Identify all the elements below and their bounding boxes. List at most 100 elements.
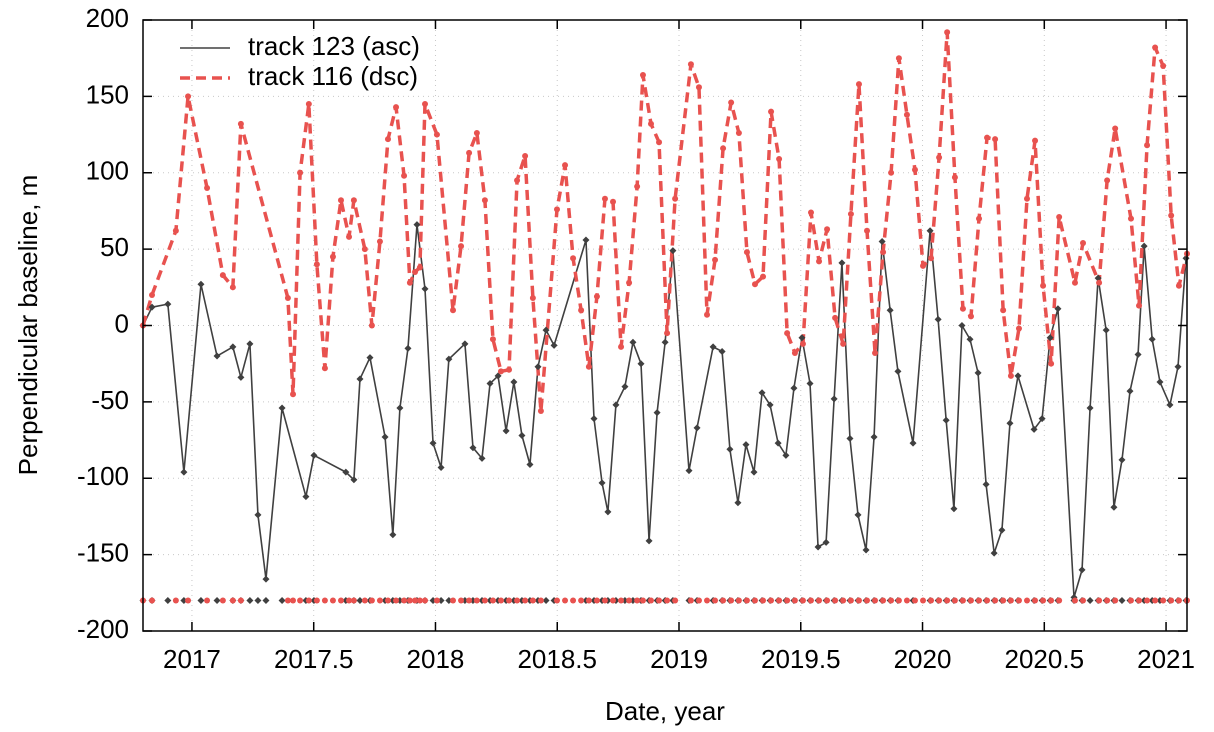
point: [368, 322, 375, 329]
point: [1140, 242, 1148, 250]
point: [984, 134, 991, 141]
point: [305, 597, 312, 604]
point: [329, 253, 336, 260]
y-tick-label: -200: [77, 614, 129, 644]
point: [758, 389, 766, 397]
point: [401, 172, 408, 179]
point: [590, 415, 598, 423]
point: [888, 169, 895, 176]
point: [413, 221, 421, 229]
point: [497, 368, 504, 375]
point: [886, 306, 894, 314]
point: [290, 391, 297, 398]
point: [661, 338, 669, 346]
point: [742, 441, 750, 449]
point: [1096, 597, 1103, 604]
point: [656, 139, 663, 146]
point: [254, 511, 262, 519]
point: [197, 596, 205, 604]
point: [469, 444, 477, 452]
point: [149, 597, 156, 604]
point: [832, 314, 839, 321]
point: [1110, 503, 1118, 511]
point: [1152, 44, 1159, 51]
point: [522, 597, 529, 604]
point: [838, 259, 846, 267]
point: [229, 343, 237, 351]
point: [1104, 177, 1111, 184]
point: [149, 291, 156, 298]
point: [1024, 195, 1031, 202]
point: [944, 29, 951, 36]
point: [350, 197, 357, 204]
point: [412, 597, 419, 604]
point: [553, 206, 560, 213]
point: [959, 597, 966, 604]
point: [1096, 279, 1103, 286]
point: [473, 597, 480, 604]
point: [967, 597, 974, 604]
point: [791, 349, 798, 356]
point: [1134, 351, 1142, 359]
point: [197, 280, 205, 288]
point: [704, 597, 711, 604]
point: [626, 597, 633, 604]
point: [593, 597, 600, 604]
point: [903, 111, 910, 118]
point: [854, 511, 862, 519]
y-tick-label: -50: [91, 385, 129, 415]
point: [384, 136, 391, 143]
point: [601, 195, 608, 202]
point: [562, 597, 569, 604]
point: [361, 246, 368, 253]
point: [321, 365, 328, 372]
point: [776, 597, 783, 604]
point: [1160, 62, 1167, 69]
point: [1112, 125, 1119, 132]
point: [735, 130, 742, 137]
point: [998, 526, 1006, 534]
point: [672, 597, 679, 604]
point: [1007, 597, 1014, 604]
point: [542, 596, 550, 604]
point: [1174, 363, 1182, 371]
point: [720, 597, 727, 604]
point: [847, 597, 854, 604]
point: [302, 493, 310, 501]
point: [1032, 137, 1039, 144]
point: [213, 596, 221, 604]
point: [1136, 302, 1143, 309]
point: [329, 597, 336, 604]
point: [984, 597, 991, 604]
point: [864, 227, 871, 234]
point: [1048, 360, 1055, 367]
point: [647, 597, 654, 604]
point: [799, 597, 806, 604]
point: [847, 210, 854, 217]
point: [672, 195, 679, 202]
point: [743, 249, 750, 256]
point: [911, 166, 918, 173]
point: [822, 538, 830, 546]
point: [992, 136, 999, 143]
point: [406, 597, 413, 604]
point: [712, 256, 719, 263]
point: [526, 461, 534, 469]
x-tick-label: 2020: [894, 644, 952, 674]
point: [562, 162, 569, 169]
point: [284, 295, 291, 302]
point: [534, 363, 542, 371]
point: [593, 293, 600, 300]
point: [396, 404, 404, 412]
point: [366, 354, 374, 362]
point: [489, 597, 496, 604]
point: [735, 597, 742, 604]
point: [376, 238, 383, 245]
point: [712, 597, 719, 604]
point: [726, 445, 734, 453]
point: [506, 597, 513, 604]
x-tick-label: 2021: [1137, 644, 1195, 674]
point: [219, 597, 226, 604]
point: [903, 597, 910, 604]
